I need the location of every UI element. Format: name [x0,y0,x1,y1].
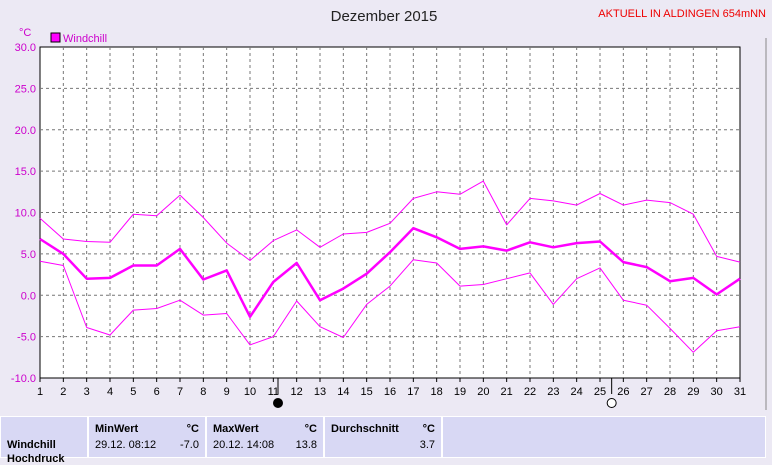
y-tick-label: -5.0 [17,332,36,344]
min-header: MinWert [95,423,139,435]
x-tick-label: 14 [337,386,349,398]
stats-table: Windchill Hochdruck MinWert °C 29.12. 08… [0,414,772,465]
y-tick-label: 0.0 [21,290,36,302]
avg-value: 3.7 [419,439,435,451]
x-tick-label: 21 [501,386,513,398]
min-unit: °C [186,423,199,435]
series-line-max [39,180,741,263]
y-tick-label: 30.0 [15,42,36,54]
x-tick-label: 4 [107,386,113,398]
x-tick-label: 20 [477,386,489,398]
min-datetime: 29.12. 08:12 [95,439,157,451]
x-tick-label: 12 [291,386,303,398]
stats-row-label-cell: Windchill Hochdruck [0,416,88,465]
x-tick-label: 11 [268,386,279,398]
stats-row-label: Windchill [7,439,56,451]
grid [40,47,740,378]
avg-header: Durchschnitt [331,423,399,435]
y-tick-label: -10.0 [11,373,36,385]
y-axis-ticks: 30.0 25.0 20.0 15.0 10.0 5.0 0.0 -5.0 -10.0 [11,42,36,385]
x-tick-label: 15 [361,386,373,398]
series-line-min [39,259,741,353]
x-tick-label: 3 [84,386,90,398]
legend-label: Windchill [63,33,107,45]
x-tick-label: 30 [711,386,723,398]
max-datetime: 20.12. 14:08 [213,439,275,451]
x-tick-label: 27 [641,386,653,398]
max-value: 13.8 [295,439,317,451]
unit-label: °C [19,27,31,39]
x-tick-label: 6 [154,386,160,398]
stats-max-cell: MaxWert °C 20.12. 14:08 13.8 [206,416,324,458]
x-tick-label: 23 [547,386,559,398]
windchill-chart: Dezember 2015 AKTUELL IN ALDINGEN 654mNN… [11,8,767,410]
x-tick-label: 9 [224,386,230,398]
x-tick-label: 28 [664,386,676,398]
chart-title: Dezember 2015 [331,8,438,25]
y-tick-label: 10.0 [15,208,36,220]
x-tick-label: 1 [37,386,43,398]
x-tick-label: 26 [617,386,629,398]
x-tick-label: 31 [734,386,746,398]
legend-swatch [50,32,61,43]
y-tick-label: 25.0 [15,83,36,95]
min-value: -7.0 [180,439,199,451]
max-header: MaxWert [213,423,259,435]
x-tick-label: 24 [571,386,583,398]
full-moon-icon [606,398,617,408]
x-tick-label: 29 [687,386,699,398]
x-tick-label: 25 [594,386,606,398]
x-tick-label: 16 [384,386,396,398]
y-tick-label: 15.0 [15,166,36,178]
stats-row-label-cut: Hochdruck [7,453,65,465]
x-tick-label: 13 [314,386,326,398]
x-tick-label: 10 [244,386,256,398]
moon-phases [273,378,617,408]
stats-avg-cell: Durchschnitt °C 3.7 [324,416,442,458]
x-tick-label: 17 [407,386,419,398]
stats-empty-cell [442,416,766,458]
x-tick-label: 22 [524,386,536,398]
station-label: AKTUELL IN ALDINGEN 654mNN [598,8,766,20]
series-lines [39,180,741,353]
y-tick-label: 20.0 [15,125,36,137]
series-line-mean [39,226,741,319]
x-tick-label: 18 [431,386,443,398]
stats-min-cell: MinWert °C 29.12. 08:12 -7.0 [88,416,206,458]
x-tick-label: 8 [200,386,206,398]
x-tick-label: 19 [454,386,466,398]
x-axis-ticks: 1 2 3 4 5 6 7 8 9 10 11 12 13 14 15 16 17 18 19 20 21 22 23 24 2… [37,378,746,398]
x-tick-label: 5 [130,386,136,398]
max-unit: °C [304,423,317,435]
new-moon-icon [273,398,283,408]
x-tick-label: 2 [60,386,66,398]
x-tick-label: 7 [177,386,183,398]
avg-unit: °C [422,423,435,435]
y-tick-label: 5.0 [21,249,36,261]
